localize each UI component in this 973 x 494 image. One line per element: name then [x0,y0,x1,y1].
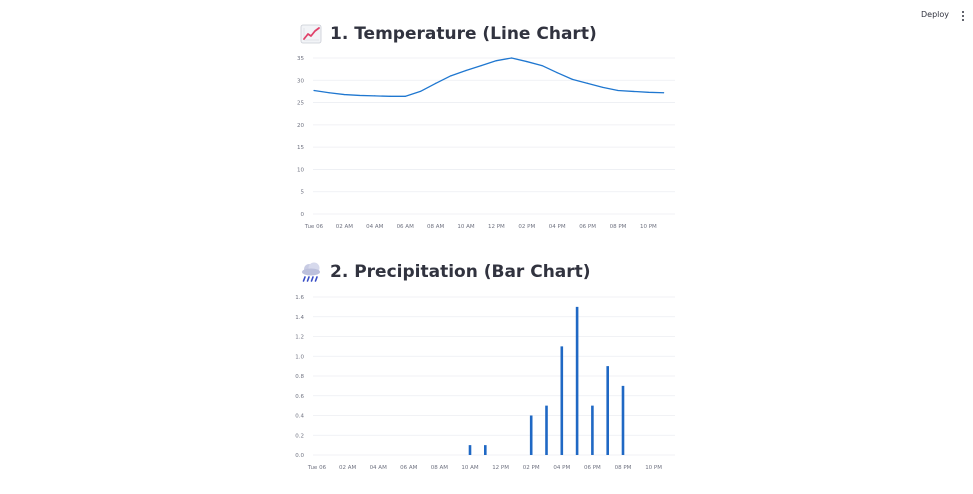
data-point [511,57,513,59]
x-tick-label: 06 PM [584,465,601,471]
y-tick-label: 10 [297,167,304,173]
x-tick-label: 04 PM [549,224,566,230]
x-tick-label: 04 AM [366,224,384,230]
y-tick-label: 0.6 [295,394,304,400]
data-point [359,94,361,97]
y-tick-label: 5 [301,190,305,196]
y-tick-label: 35 [297,56,304,62]
y-tick-label: 0.2 [295,433,304,439]
x-tick-label: 08 AM [431,465,449,471]
x-tick-label: 06 AM [397,224,415,230]
y-tick-label: 1.2 [295,335,304,341]
bar [591,405,594,455]
y-tick-label: 15 [297,145,304,151]
y-tick-label: 1.6 [295,295,304,301]
x-tick-label: 02 AM [339,465,357,471]
x-tick-label: 02 PM [523,465,540,471]
data-point [526,60,528,63]
vertical-ellipsis-icon[interactable] [958,9,968,21]
x-tick-label: Tue 06 [304,224,324,230]
data-point [647,91,649,93]
x-tick-label: 10 AM [461,465,479,471]
x-tick-label: 10 AM [457,224,475,230]
x-tick-label: 10 PM [645,465,662,471]
data-point [587,82,589,85]
temperature-line-chart[interactable]: 0 5 10 15 20 25 30 35 Tue 06 02 AM 04 AM 06 AM 08 AM… [292,50,682,235]
y-tick-label: 0 [301,212,305,218]
bar [484,445,487,455]
x-tick-label: 04 AM [370,465,388,471]
section-title-text: 1. Temperature (Line Chart) [330,24,597,44]
data-point [374,95,376,97]
y-tick-label: 1.0 [295,354,304,360]
bar [575,306,579,455]
data-point [389,95,391,97]
x-tick-label: 12 PM [492,465,509,471]
data-point [541,64,543,67]
x-tick-label: Tue 06 [307,465,327,471]
y-tick-label: 30 [297,78,304,84]
x-tick-label: 04 PM [553,465,570,471]
data-point [556,72,558,74]
temperature-chart-svg: 0 5 10 15 20 25 30 35 Tue 06 02 AM 04 AM 06 AM 08 AM… [297,56,675,230]
precipitation-bar-chart[interactable]: 0.0 0.2 0.4 0.6 0.8 1.0 1.2 1.4 1.6 Tue 06 02 AM 04… [292,290,682,475]
data-point [617,89,619,92]
temperature-series-line [313,57,664,97]
data-point [602,86,604,89]
data-point [328,92,330,94]
y-tick-label: 0.0 [295,453,304,459]
data-point [343,93,345,96]
deploy-button[interactable]: Deploy [920,10,949,19]
x-tick-label: 12 PM [488,224,505,230]
data-point [404,95,406,97]
top-bar: Deploy [0,0,973,30]
y-tick-label: 0.8 [295,374,304,380]
data-point [495,60,497,62]
x-tick-label: 02 AM [336,224,354,230]
bar [621,385,625,455]
bar [529,415,533,455]
bar [560,346,564,455]
x-tick-label: 10 PM [640,224,657,230]
x-tick-label: 06 AM [400,465,418,471]
data-point [450,75,452,77]
y-tick-label: 20 [297,123,304,129]
data-point [313,89,315,92]
cloud-rain-icon [300,262,322,282]
bar [545,405,548,455]
section-title-text: 2. Precipitation (Bar Chart) [330,262,591,282]
precipitation-section-title: 2. Precipitation (Bar Chart) [300,262,591,282]
bar [606,366,609,455]
data-point [571,78,573,80]
bar [468,445,472,455]
y-tick-label: 0.4 [295,414,304,420]
data-point [663,92,665,94]
data-point [480,64,482,67]
x-tick-label: 08 AM [427,224,445,230]
data-point [419,90,421,93]
x-tick-label: 02 PM [518,224,535,230]
y-tick-label: 1.4 [295,315,304,321]
chart-increasing-icon [300,24,322,44]
x-tick-label: 08 PM [615,465,632,471]
temperature-section-title: 1. Temperature (Line Chart) [300,24,597,44]
y-tick-label: 25 [297,101,304,107]
data-point [465,69,467,72]
data-point [435,82,437,85]
x-tick-label: 08 PM [610,224,627,230]
precipitation-chart-svg: 0.0 0.2 0.4 0.6 0.8 1.0 1.2 1.4 1.6 Tue 06 02 AM 04… [295,295,675,471]
data-point [632,90,634,93]
x-tick-label: 06 PM [579,224,596,230]
